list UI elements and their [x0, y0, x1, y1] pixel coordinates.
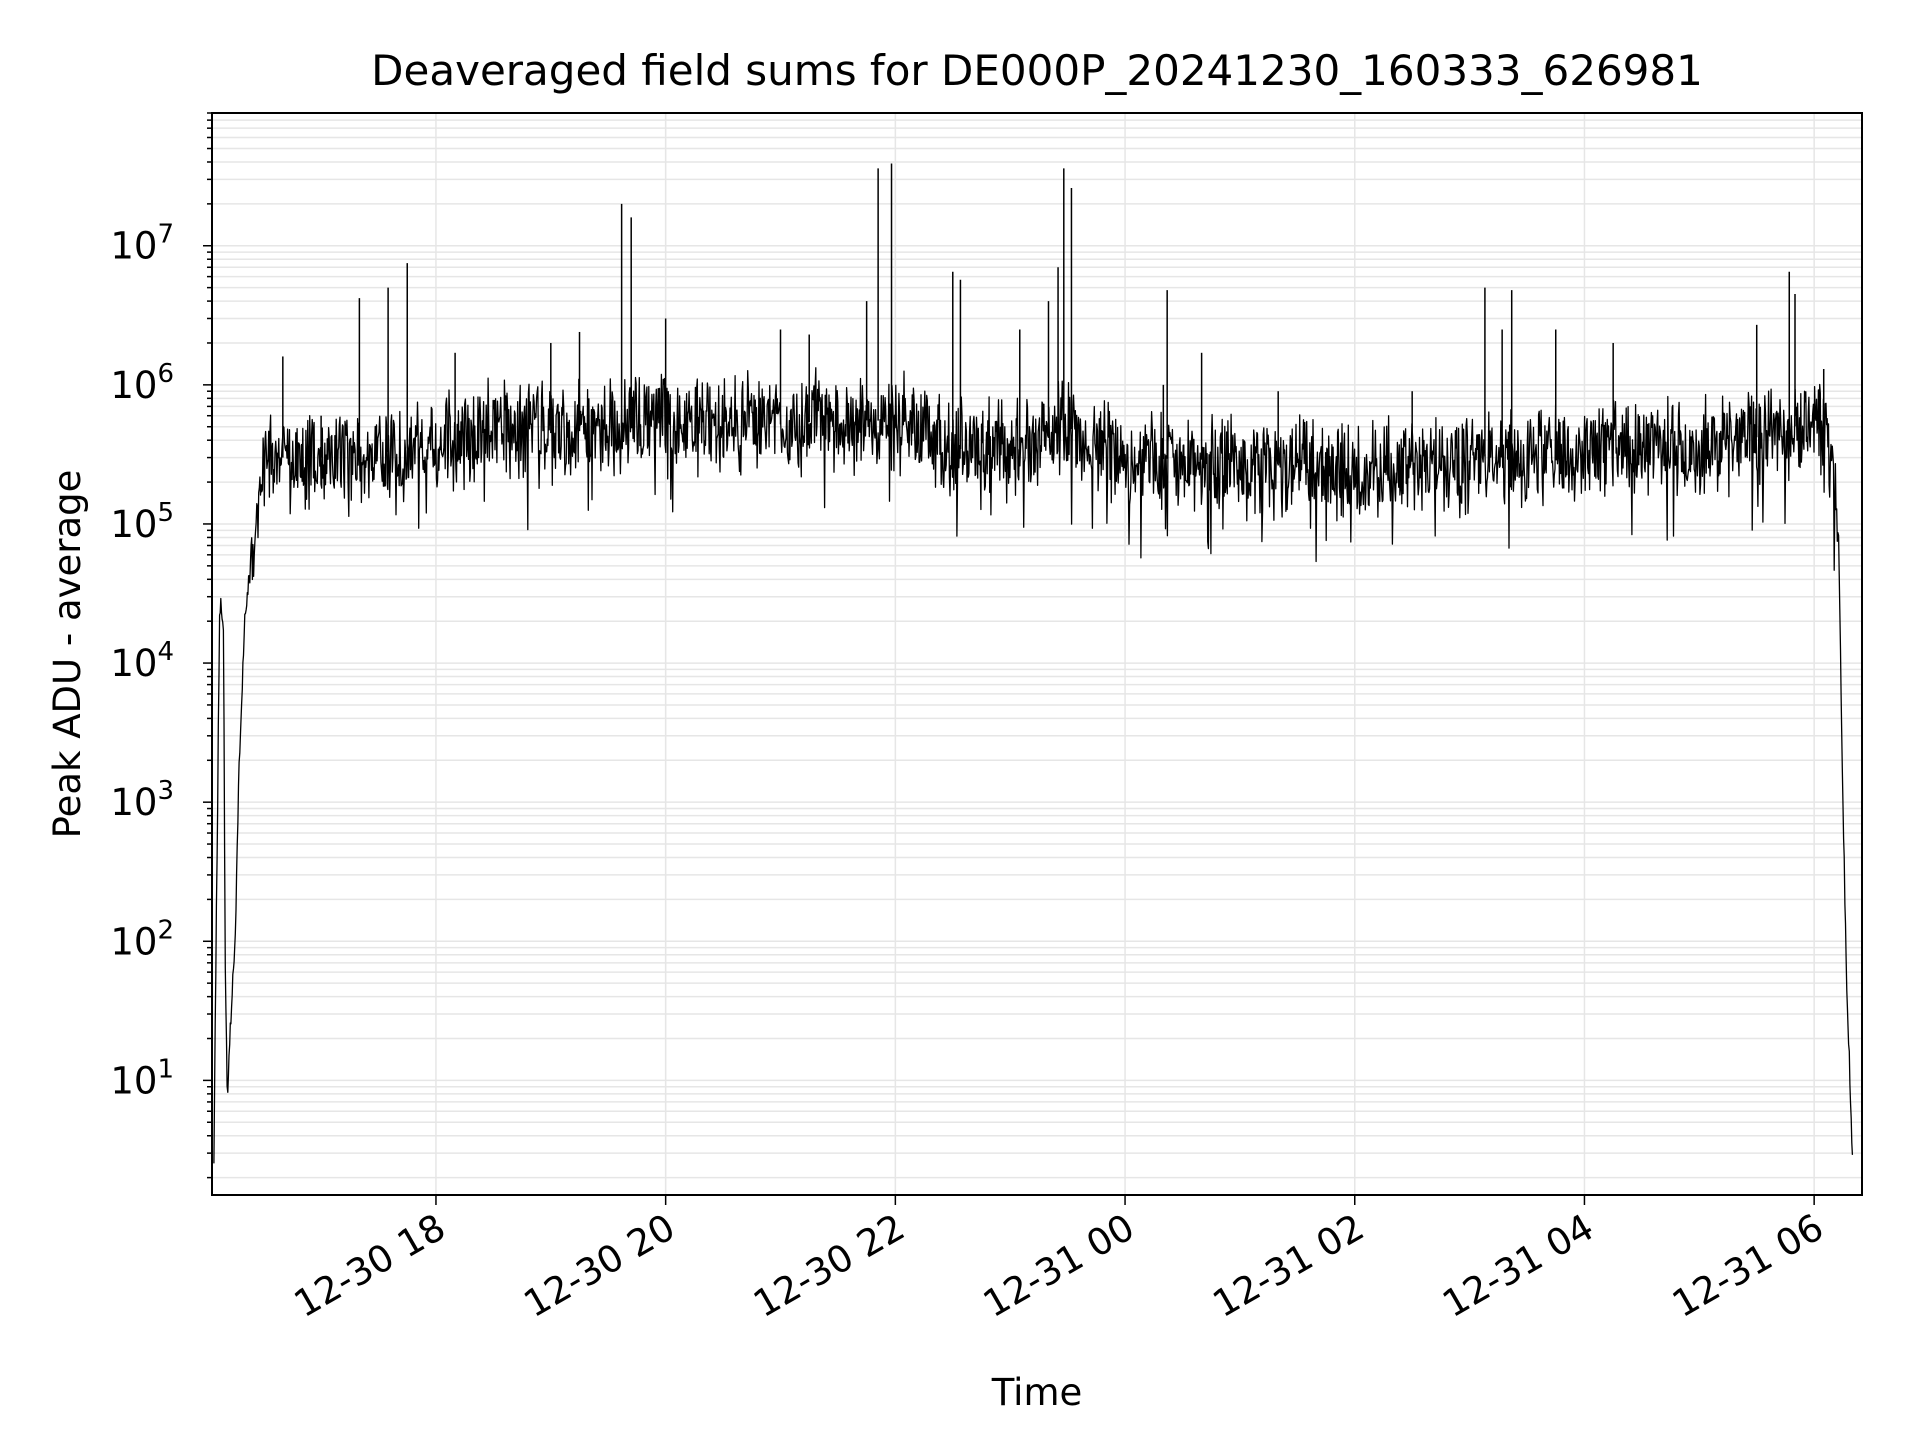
series-line	[213, 367, 1854, 1164]
y-tick-label: 101	[110, 1054, 174, 1102]
grid	[212, 112, 1862, 1195]
data-layer	[213, 163, 1854, 1164]
y-axis-label: Peak ADU - average	[46, 470, 89, 839]
plot-frame	[211, 112, 1863, 1196]
y-tick-label: 102	[110, 915, 174, 963]
y-axis: 101 102 103 104 105 106 107	[110, 112, 212, 1179]
y-tick-label: 107	[110, 220, 174, 268]
y-tick-label: 103	[110, 776, 174, 824]
x-axis-label: Time	[991, 1371, 1083, 1414]
chart-title: Deaveraged field sums for DE000P_2024123…	[371, 46, 1703, 95]
y-tick-label: 106	[110, 359, 174, 407]
y-tick-label: 104	[110, 637, 174, 685]
y-tick-label: 105	[110, 498, 174, 546]
